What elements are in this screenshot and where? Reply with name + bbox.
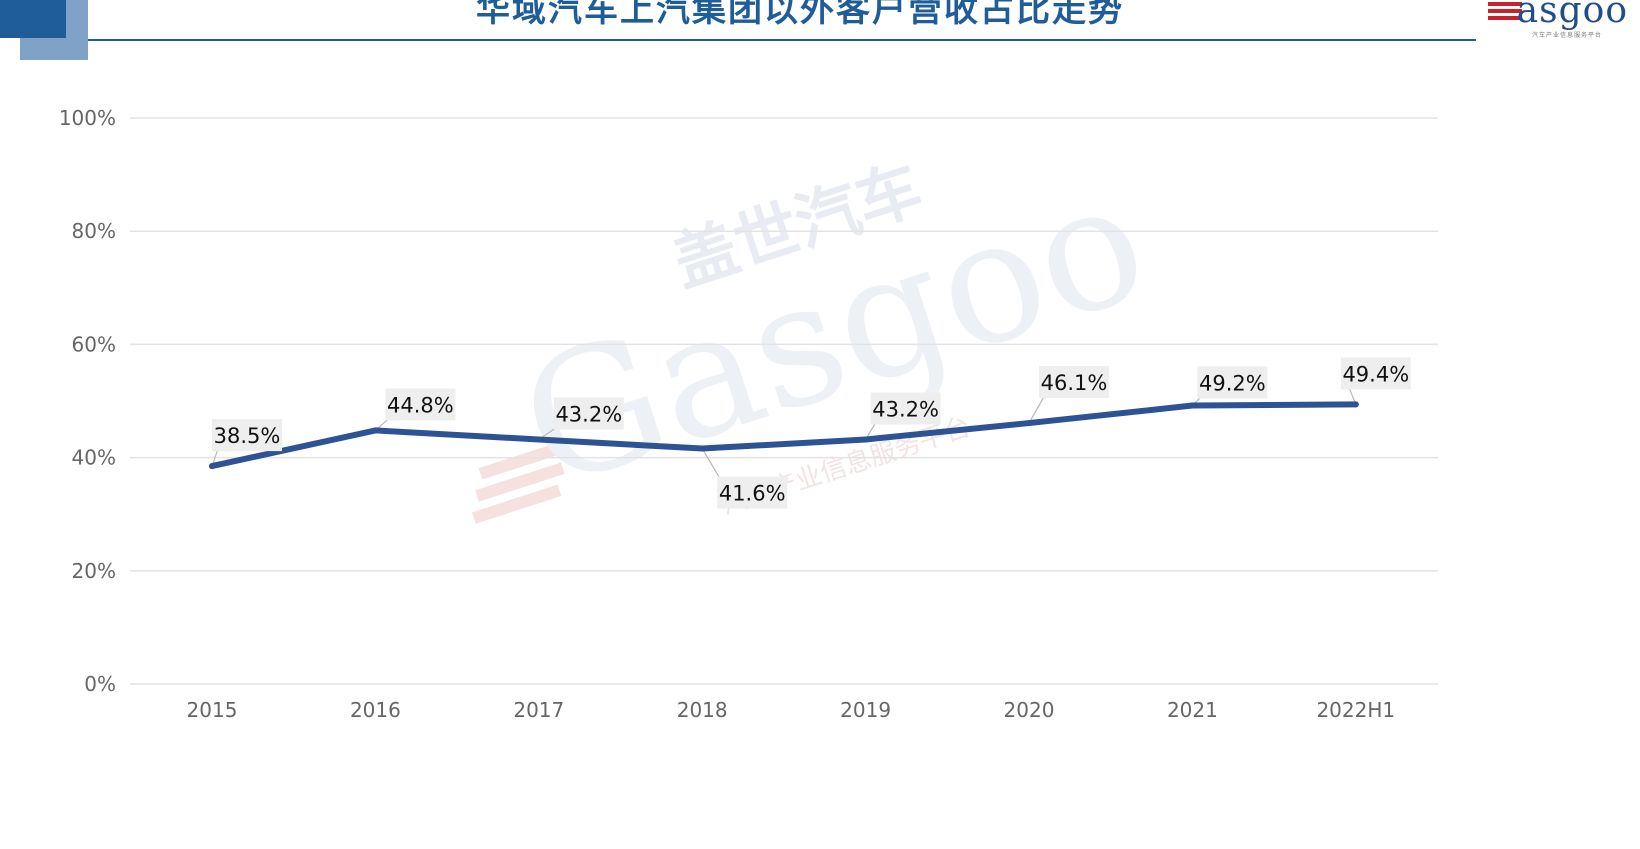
logo-stripes-icon [1488,2,1522,22]
x-tick-label: 2015 [187,698,238,722]
y-tick-label: 20% [72,559,116,583]
data-label: 38.5% [214,424,281,448]
data-label: 41.6% [719,482,786,506]
data-point [1026,420,1032,427]
header-corner-accent [66,0,88,38]
data-label-bg [1340,357,1411,390]
data-label-bg [1039,366,1109,399]
data-label-bg [553,397,624,430]
watermark-stripe [475,462,565,502]
x-tick-label: 2017 [513,698,564,722]
data-labels: 38.5% 44.8% 43.2% 41.6% 43.2% 46.1% 49.2% 49.4% [209,357,1411,509]
x-tick-label: 2018 [677,698,728,722]
y-tick-label: 40% [72,446,116,470]
y-tick-label: 80% [72,219,116,243]
data-point [699,445,706,452]
y-tick-label: 0% [84,672,116,696]
header-corner-block [0,0,66,38]
header-corner-accent-lower [20,38,88,60]
data-point [535,436,542,443]
data-label: 49.4% [1342,362,1409,386]
watermark-stripe [478,440,568,480]
x-tick-label: 2016 [350,698,401,722]
series-line [209,401,1359,470]
data-point [862,436,869,443]
data-point [209,463,215,470]
y-tick-label: 100% [59,106,116,130]
data-label-bg [1197,366,1268,399]
logo-subtitle: 汽车产业信息服务平台 [1531,32,1602,39]
data-label-bg [212,419,282,452]
x-tick-label: 2020 [1004,698,1055,722]
data-label: 44.8% [387,393,454,417]
data-label: 43.2% [555,402,622,426]
data-label: 46.1% [1041,371,1108,395]
page-title: 华域汽车上汽集团以外客户营收占比走势 [476,0,1124,30]
data-label-bg [717,476,788,509]
gasgoo-logo: asgoo 汽车产业信息服务平台 [1482,0,1632,42]
data-point [1352,401,1359,408]
data-label-bg [870,392,941,425]
x-tick-label: 2022H1 [1316,698,1395,722]
x-tick-label: 2021 [1167,698,1218,722]
data-label: 43.2% [872,397,939,421]
y-axis: 0% 20% 40% 60% 80% 100% [59,106,116,696]
x-axis: 2015 2016 2017 2018 2019 2020 2021 2022H1 [187,698,1396,722]
grid [130,117,1438,685]
logo-text: asgoo [1516,0,1628,31]
y-tick-label: 60% [72,332,116,356]
watermark-stripe [471,484,562,524]
x-tick-label: 2019 [840,698,891,722]
data-label-bg [385,388,456,421]
data-label: 49.2% [1199,372,1266,396]
header-rule [88,39,1476,41]
data-point [1189,402,1196,409]
data-point [372,427,379,434]
